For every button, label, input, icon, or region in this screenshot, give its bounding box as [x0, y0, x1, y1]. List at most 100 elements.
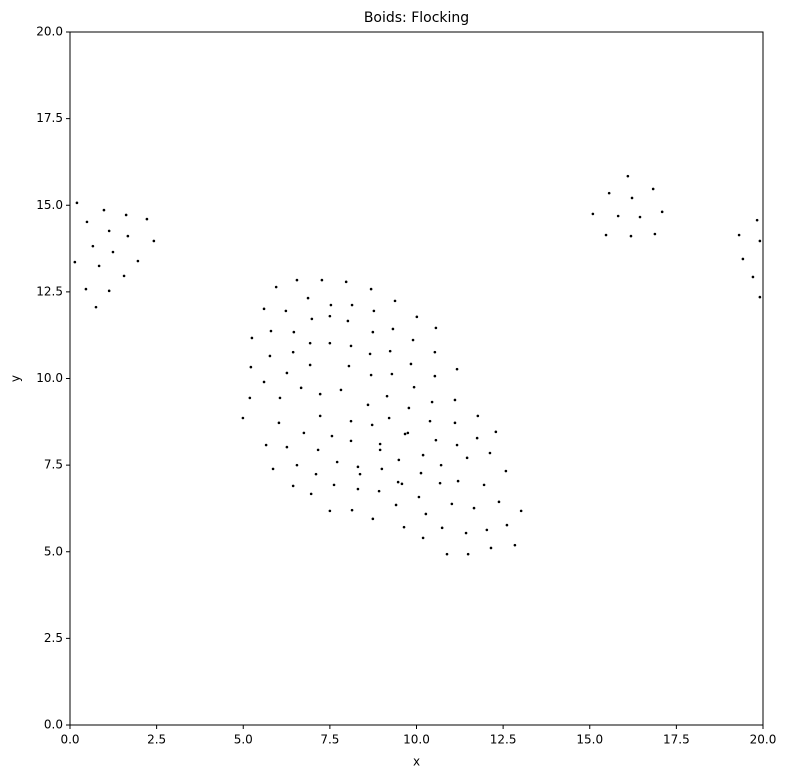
point: [291, 484, 295, 488]
x-tick-label: 7.5: [320, 733, 339, 747]
point: [350, 508, 354, 512]
point: [438, 481, 442, 485]
point: [440, 526, 444, 530]
point: [439, 463, 443, 467]
point: [250, 336, 254, 340]
point: [505, 523, 509, 527]
point: [394, 503, 398, 507]
point: [310, 317, 314, 321]
point: [488, 451, 492, 455]
point: [370, 423, 374, 427]
point: [368, 352, 372, 356]
point: [369, 287, 373, 291]
point: [433, 350, 437, 354]
point: [387, 416, 391, 420]
point: [299, 386, 303, 390]
point: [268, 354, 272, 358]
point: [591, 212, 595, 216]
y-tick-label: 2.5: [44, 631, 63, 645]
point: [378, 448, 382, 452]
point: [651, 187, 655, 191]
point: [464, 531, 468, 535]
point: [329, 303, 333, 307]
point: [269, 329, 273, 333]
point: [377, 489, 381, 493]
point: [466, 552, 470, 556]
point: [391, 327, 395, 331]
point: [102, 208, 106, 212]
x-tick-label: 5.0: [234, 733, 253, 747]
x-axis-label: x: [413, 755, 420, 769]
y-tick-label: 17.5: [36, 111, 63, 125]
point: [97, 264, 101, 268]
point: [378, 442, 382, 446]
point: [497, 500, 501, 504]
y-tick-label: 12.5: [36, 284, 63, 298]
point: [316, 448, 320, 452]
point: [292, 330, 296, 334]
x-tick-label: 0.0: [60, 733, 79, 747]
y-tick-label: 20.0: [36, 25, 63, 39]
point: [421, 536, 425, 540]
point: [412, 385, 416, 389]
y-tick-label: 7.5: [44, 458, 63, 472]
point: [349, 419, 353, 423]
chart-title: Boids: Flocking: [364, 10, 469, 26]
point: [241, 416, 245, 420]
x-tick-label: 17.5: [663, 733, 690, 747]
point: [330, 434, 334, 438]
point: [453, 421, 457, 425]
point: [126, 234, 130, 238]
point: [372, 309, 376, 313]
point: [284, 309, 288, 313]
point: [653, 232, 657, 236]
point: [397, 458, 401, 462]
point: [485, 528, 489, 532]
point: [400, 482, 404, 486]
point: [455, 367, 459, 371]
point: [604, 233, 608, 237]
point: [638, 215, 642, 219]
point: [73, 260, 77, 264]
point: [318, 392, 322, 396]
point: [295, 463, 299, 467]
y-axis-label: y: [9, 375, 23, 382]
point: [349, 344, 353, 348]
y-tick-label: 5.0: [44, 544, 63, 558]
point: [409, 362, 413, 366]
point: [758, 295, 762, 299]
point: [249, 365, 253, 369]
point: [332, 483, 336, 487]
point: [111, 250, 115, 254]
point: [494, 430, 498, 434]
point: [302, 431, 306, 435]
point: [453, 398, 457, 402]
point: [434, 438, 438, 442]
point: [741, 257, 745, 261]
point: [428, 419, 432, 423]
point: [306, 296, 310, 300]
point: [519, 509, 523, 513]
point: [371, 330, 375, 334]
point: [616, 214, 620, 218]
point: [450, 502, 454, 506]
point: [482, 483, 486, 487]
point: [407, 406, 411, 410]
point: [366, 403, 370, 407]
point: [388, 349, 392, 353]
point: [285, 371, 289, 375]
point: [385, 394, 389, 398]
point: [758, 239, 762, 243]
point: [107, 229, 111, 233]
point: [349, 439, 353, 443]
point: [406, 431, 410, 435]
point: [445, 552, 449, 556]
point: [85, 220, 89, 224]
point: [152, 239, 156, 243]
point: [277, 421, 281, 425]
y-tick-label: 0.0: [44, 718, 63, 732]
point: [472, 506, 476, 510]
point: [415, 315, 419, 319]
point: [356, 487, 360, 491]
